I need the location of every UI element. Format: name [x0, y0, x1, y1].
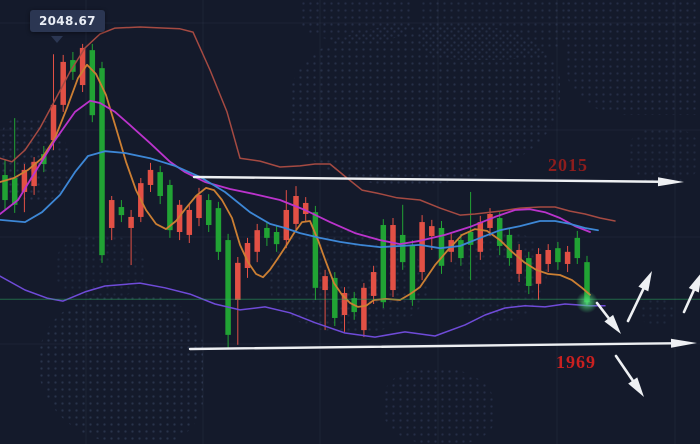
- direction-arrow[interactable]: [626, 271, 652, 323]
- lower-bollinger-band: [0, 275, 606, 338]
- price-tooltip-pointer-icon: [51, 36, 63, 43]
- current-price-line: [0, 291, 700, 314]
- last-price-glow: [576, 291, 598, 314]
- drawn-annotations[interactable]: [188, 175, 700, 397]
- price-tooltip: 2048.67: [30, 10, 105, 32]
- direction-arrow[interactable]: [682, 272, 700, 314]
- ma-slow: [0, 150, 599, 250]
- ma-mid: [0, 99, 591, 246]
- support-trendline[interactable]: [188, 338, 697, 351]
- ma-fast: [0, 63, 591, 308]
- direction-arrow[interactable]: [614, 354, 644, 397]
- candles-layer: [2, 43, 590, 349]
- overlay-lines: [0, 26, 616, 338]
- price-tooltip-value: 2048.67: [39, 14, 96, 28]
- direction-arrow[interactable]: [595, 301, 621, 334]
- upper-bollinger-band: [0, 26, 616, 222]
- support-level-label: 1969: [556, 352, 596, 372]
- resistance-trendline[interactable]: [192, 175, 684, 187]
- resistance-level-label: 2015: [548, 155, 588, 175]
